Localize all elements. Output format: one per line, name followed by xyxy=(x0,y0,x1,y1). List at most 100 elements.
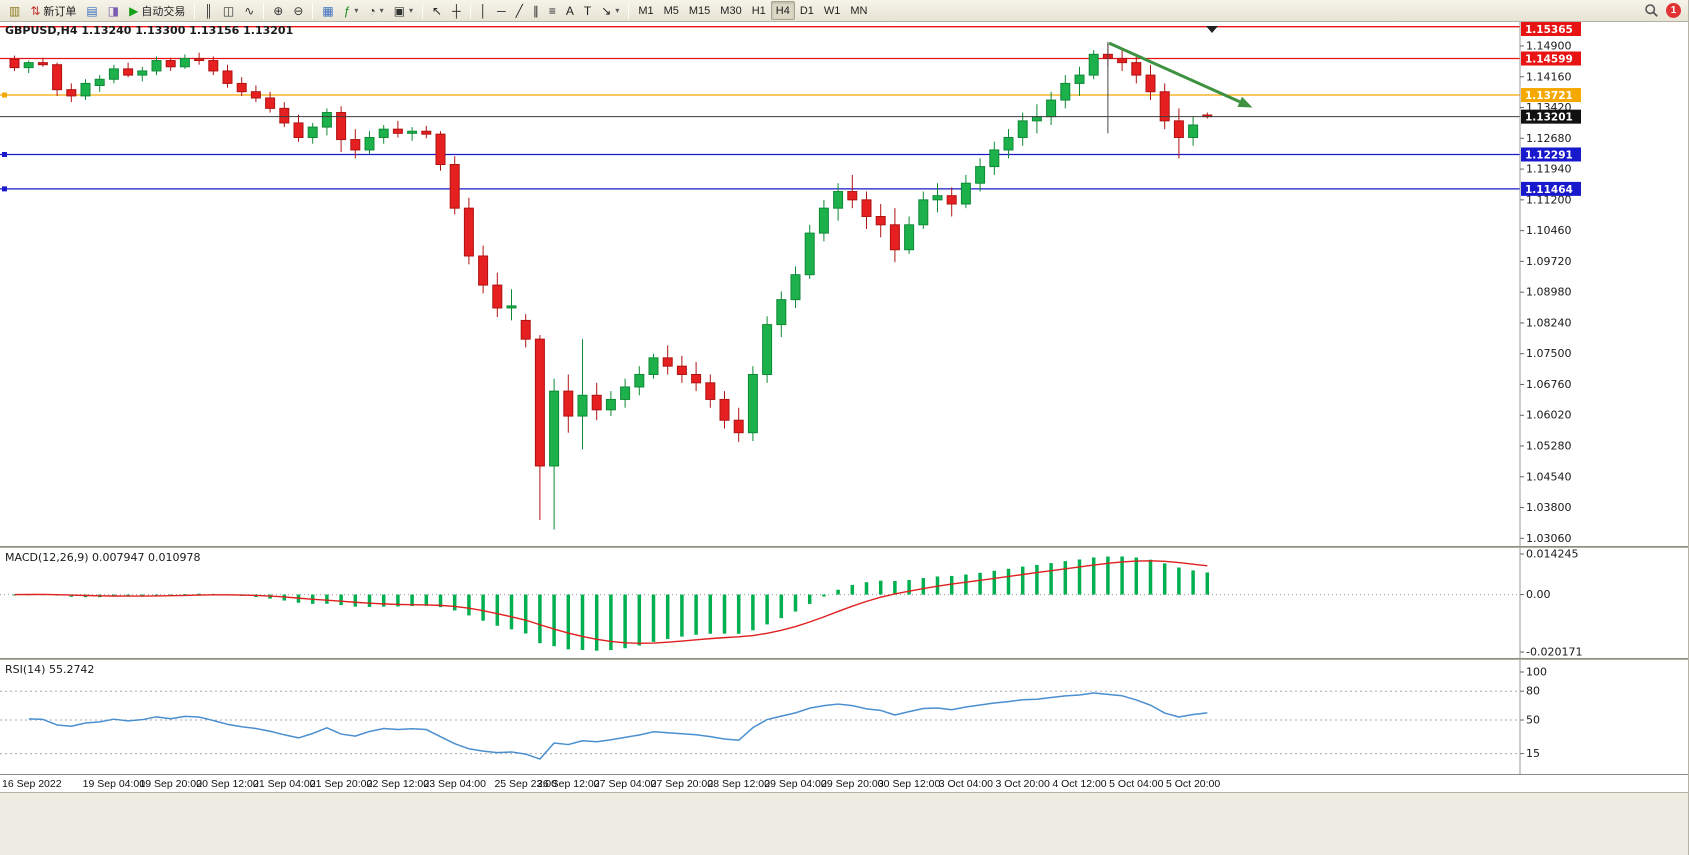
text-button[interactable]: A xyxy=(561,1,579,20)
panel-separator[interactable] xyxy=(0,658,1688,660)
timeframe-h1-button[interactable]: H1 xyxy=(747,1,771,20)
timeframe-mn-button[interactable]: MN xyxy=(845,1,872,20)
horizontal-line-icon: ─ xyxy=(497,3,506,18)
equidistant-channel-button[interactable]: ∥ xyxy=(528,1,544,20)
horizontal-line-button[interactable]: ─ xyxy=(492,1,511,20)
timeframe-m1-button[interactable]: M1 xyxy=(633,1,658,20)
search-icon[interactable] xyxy=(1644,3,1659,18)
price-axis-label: 1.11940 xyxy=(1526,163,1572,176)
time-axis-label: 19 Sep 20:00 xyxy=(139,778,202,790)
macd-axis: 0.014245 0.00 -0.020171 xyxy=(1520,548,1582,658)
arrows-button[interactable]: ↘ ▾ xyxy=(596,1,624,20)
rsi-axis-label: 50 xyxy=(1526,714,1540,727)
time-axis-label: 19 Sep 04:00 xyxy=(82,778,146,790)
timeframe-m5-button-label: M5 xyxy=(663,4,679,17)
timeframe-d1-button[interactable]: D1 xyxy=(795,1,819,20)
time-axis-label: 5 Oct 20:00 xyxy=(1165,778,1221,790)
price-axis-label: 1.05280 xyxy=(1526,440,1572,453)
autotrading-button[interactable]: ▶ 自动交易 xyxy=(124,1,190,20)
hline-handle[interactable] xyxy=(2,92,7,98)
vertical-line-button[interactable]: │ xyxy=(475,1,493,20)
timeframe-m30-button-label: M30 xyxy=(720,4,742,17)
timeframe-m30-button[interactable]: M30 xyxy=(715,1,746,20)
zoom-out-button[interactable]: ⊖ xyxy=(288,1,308,20)
bar-chart-button[interactable]: ║ xyxy=(199,1,218,20)
indicators-button[interactable]: ƒ ▾ xyxy=(339,1,364,20)
trendline-button[interactable]: ╱ xyxy=(511,1,528,20)
tile-windows-icon: ▦ xyxy=(322,3,334,18)
price-badge: 1.13201 xyxy=(1525,112,1573,124)
toolbar-separator xyxy=(628,2,630,19)
horizontal-line-objects[interactable] xyxy=(0,26,1520,192)
time-axis-label: 25 Sep 23:00 xyxy=(494,778,557,790)
new-chart-button[interactable]: ▥ xyxy=(4,1,25,20)
candles xyxy=(9,43,1213,530)
line-chart-button[interactable]: ∿ xyxy=(239,1,259,20)
notification-badge[interactable]: 1 xyxy=(1666,3,1681,18)
price-badges: 1.15365 1.14599 1.13721 1.12291 1.11464 1.132… xyxy=(1521,22,1581,196)
zoom-in-icon: ⊕ xyxy=(273,3,284,18)
chart-window: 1.14900 1.14160 1.13420 1.12680 1.11940 1.112… xyxy=(0,22,1688,792)
timeframe-h4-button-label: H4 xyxy=(775,4,790,17)
periods-button[interactable]: ◔ ▾ xyxy=(363,1,388,20)
fibonacci-icon: ≡ xyxy=(548,3,556,18)
price-axis-label: 1.11200 xyxy=(1526,193,1572,206)
rsi-axis-label: 15 xyxy=(1526,747,1540,760)
templates-button[interactable]: ▣ ▾ xyxy=(389,1,418,20)
fibonacci-button[interactable]: ≡ xyxy=(544,1,561,20)
crosshair-button[interactable]: ┼ xyxy=(447,1,466,20)
new-chart-icon: ▥ xyxy=(9,3,21,18)
time-axis-label: 20 Sep 12:00 xyxy=(196,778,259,790)
data-window-button[interactable]: ◨ xyxy=(103,1,124,20)
text-label-button[interactable]: T xyxy=(579,1,596,20)
timeframe-m15-button[interactable]: M15 xyxy=(684,1,715,20)
timeframe-h1-button-label: H1 xyxy=(751,4,766,17)
tile-windows-button[interactable]: ▦ xyxy=(317,1,338,20)
macd-histogram xyxy=(12,556,1210,651)
new-order-button[interactable]: ⇅ 新订单 xyxy=(25,1,81,20)
candlestick-chart-button[interactable]: ◫ xyxy=(218,1,239,20)
hline-handle[interactable] xyxy=(2,151,7,157)
panel-separator[interactable] xyxy=(0,546,1688,548)
toolbar-buttons: ▥ ⇅ 新订单 ▤ ◨ ▶ 自动交易 ║ ◫ ∿ ⊕ ⊖ ▦ ƒ ▾ ◔ ▾ ▣ ▾ ↖ ┼ │ ─ ╱ ∥ ≡ A T ↘ ▾ M1 M5 M… xyxy=(4,1,1644,20)
hline-handle[interactable] xyxy=(2,186,7,192)
price-axis-label: 1.04540 xyxy=(1526,470,1572,483)
dropdown-caret-icon: ▾ xyxy=(354,6,359,15)
toolbar-right: 1 xyxy=(1644,3,1684,18)
equidistant-channel-icon: ∥ xyxy=(532,3,539,18)
timeframe-m5-button[interactable]: M5 xyxy=(659,1,684,20)
symbol-ohlc-label: GBPUSD,H4 1.13240 1.13300 1.13156 1.1320… xyxy=(5,24,293,37)
profiles-button[interactable]: ▤ xyxy=(81,1,102,20)
price-badge: 1.12291 xyxy=(1525,149,1573,161)
macd-axis-label: 0.014245 xyxy=(1526,548,1579,561)
rsi-indicator-panel[interactable]: 100 80 50 15 RSI(14) 55.2742 xyxy=(0,660,1689,774)
time-axis-label: 3 Oct 20:00 xyxy=(995,778,1050,790)
dropdown-caret-icon: ▾ xyxy=(615,6,620,15)
zoom-out-icon: ⊖ xyxy=(293,3,304,18)
toolbar-separator xyxy=(422,2,424,19)
macd-label: MACD(12,26,9) 0.007947 0.010978 xyxy=(5,551,201,564)
cursor-button[interactable]: ↖ xyxy=(427,1,447,20)
macd-axis-label: 0.00 xyxy=(1526,588,1551,601)
trend-arrow-annotation[interactable] xyxy=(1108,41,1253,108)
time-axis-label: 26 Sep 12:00 xyxy=(537,778,600,790)
price-axis-label: 1.08980 xyxy=(1526,286,1572,299)
macd-axis-label: -0.020171 xyxy=(1526,646,1582,659)
timeframe-h4-button[interactable]: H4 xyxy=(770,1,795,20)
dropdown-caret-icon: ▾ xyxy=(409,6,414,15)
time-axis-label: 23 Sep 04:00 xyxy=(423,778,486,790)
time-axis-label: 21 Sep 20:00 xyxy=(309,778,373,790)
time-axis-label: 3 Oct 04:00 xyxy=(938,778,994,790)
price-axis-label: 1.03060 xyxy=(1526,532,1572,545)
dropdown-caret-icon: ▾ xyxy=(379,6,384,15)
price-chart-panel[interactable]: 1.149001.141601.134201.126801.119401.112… xyxy=(0,22,1689,546)
timeframe-w1-button[interactable]: W1 xyxy=(819,1,846,20)
toolbar-separator xyxy=(194,2,196,19)
time-axis-label: 28 Sep 12:00 xyxy=(707,778,770,790)
macd-indicator-panel[interactable]: 0.014245 0.00 -0.020171 MACD(12,26,9) 0.007… xyxy=(0,548,1689,658)
autotrading-icon: ▶ xyxy=(129,3,139,18)
zoom-in-button[interactable]: ⊕ xyxy=(268,1,288,20)
toolbar-separator xyxy=(312,2,314,19)
chart-shift-marker[interactable] xyxy=(1206,26,1218,33)
